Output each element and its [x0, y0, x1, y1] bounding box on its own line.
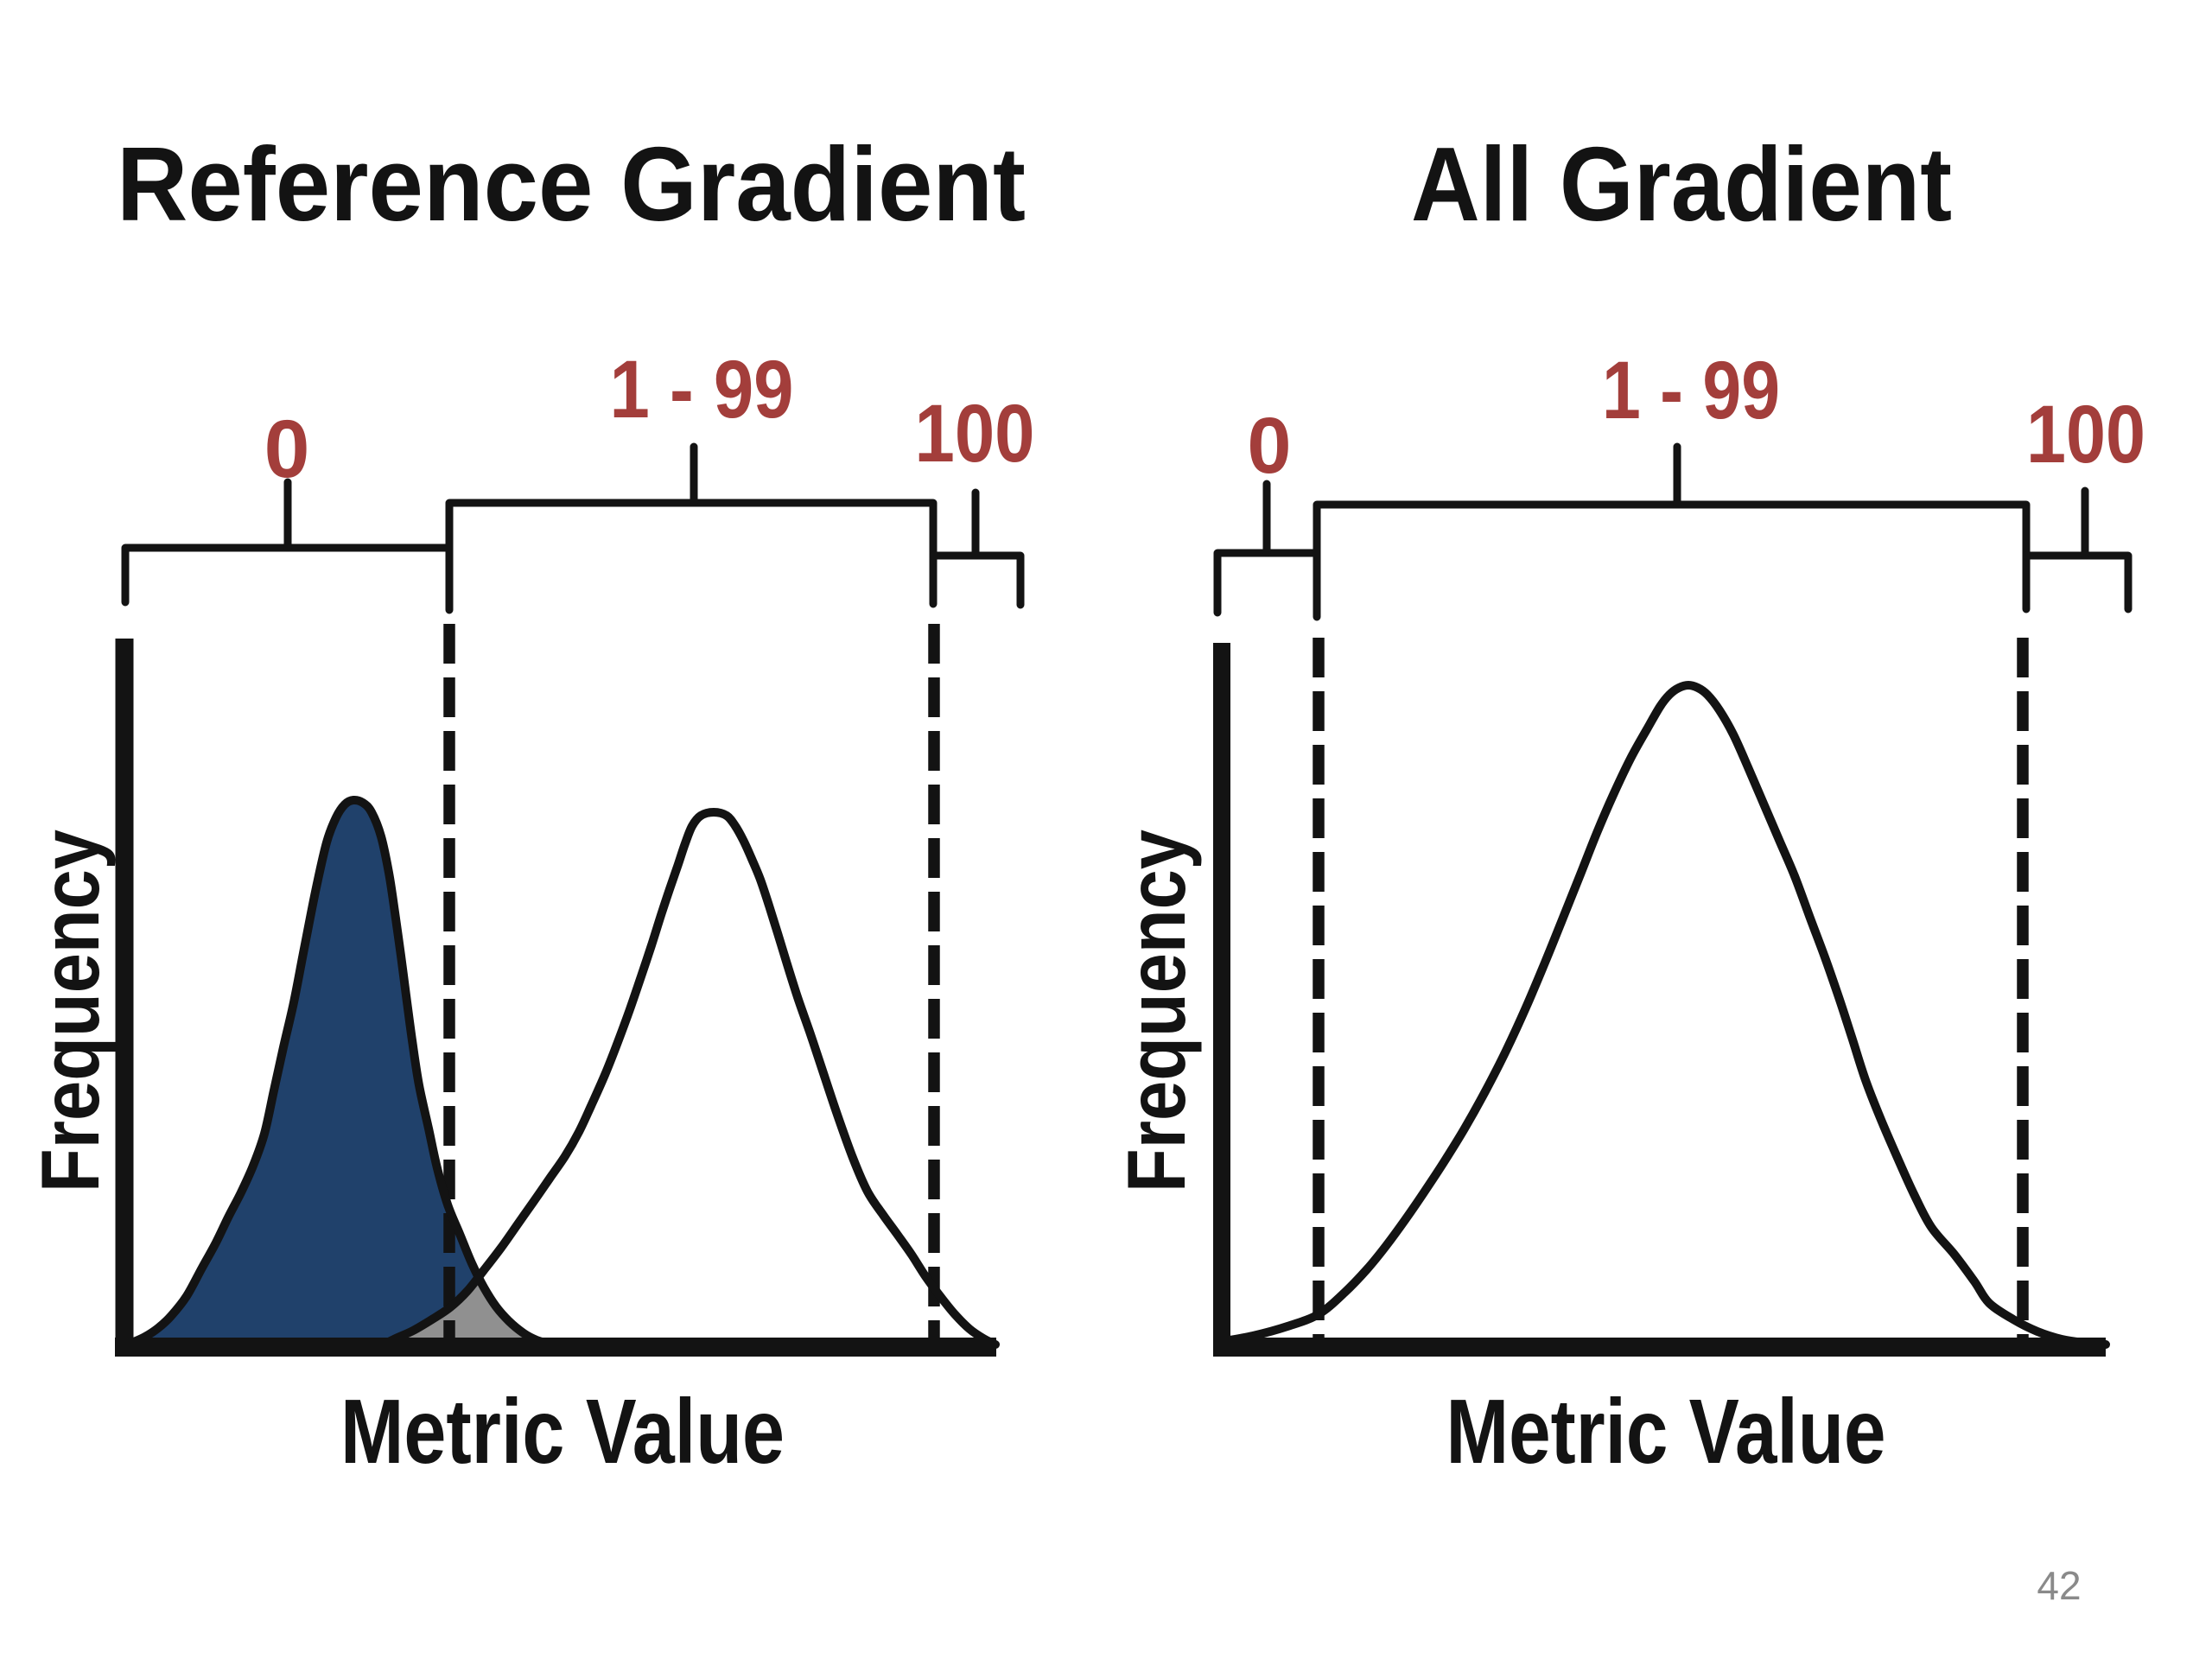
svg-text:Frequency: Frequency	[25, 830, 117, 1192]
svg-text:100: 100	[915, 388, 1035, 480]
svg-text:1 - 99: 1 - 99	[1602, 345, 1780, 436]
svg-text:All Gradient: All Gradient	[1411, 125, 1952, 243]
svg-text:0: 0	[1247, 402, 1291, 490]
svg-text:42: 42	[2037, 1563, 2081, 1608]
svg-text:0: 0	[264, 404, 310, 495]
svg-text:Metric Value: Metric Value	[340, 1381, 785, 1483]
svg-text:100: 100	[2026, 389, 2145, 480]
svg-text:Metric Value: Metric Value	[1446, 1381, 1886, 1483]
svg-text:Reference Gradient: Reference Gradient	[117, 125, 1026, 243]
svg-text:1 - 99: 1 - 99	[610, 344, 794, 435]
svg-text:Frequency: Frequency	[1111, 830, 1203, 1192]
